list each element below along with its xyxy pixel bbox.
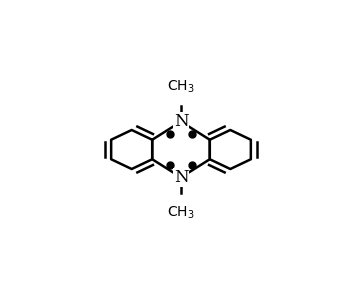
Text: CH$_3$: CH$_3$	[167, 78, 195, 94]
Text: N: N	[174, 169, 188, 186]
Text: CH$_3$: CH$_3$	[167, 205, 195, 221]
Text: N: N	[174, 113, 188, 130]
